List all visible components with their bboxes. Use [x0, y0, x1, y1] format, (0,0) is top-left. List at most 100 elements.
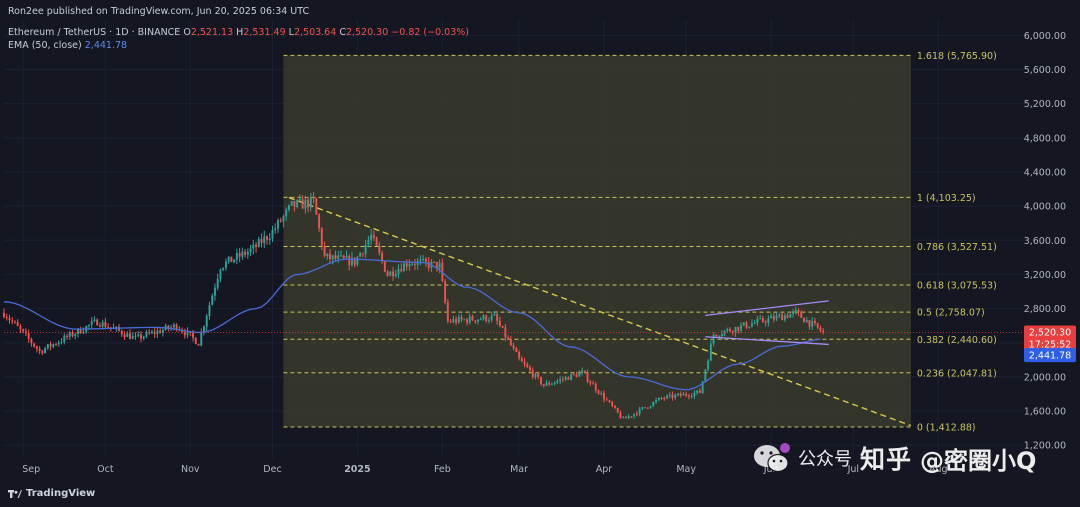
candle	[605, 399, 608, 401]
candle	[268, 238, 271, 240]
candle	[781, 314, 784, 321]
candle	[748, 326, 751, 328]
candle	[520, 358, 523, 362]
candle	[219, 269, 222, 279]
candle	[405, 263, 408, 267]
candle	[745, 322, 748, 328]
candle	[224, 261, 227, 268]
x-tick-label: Jul	[847, 464, 859, 475]
candle	[775, 315, 778, 320]
candle	[342, 255, 345, 258]
candle	[644, 407, 647, 409]
candle	[822, 330, 825, 333]
candle	[542, 384, 545, 386]
candle	[82, 331, 85, 334]
candle	[222, 267, 225, 270]
candle	[709, 343, 712, 361]
candle	[471, 316, 474, 321]
zhihu-handle: @密圈小Q	[920, 446, 1037, 475]
candle	[696, 390, 699, 393]
channel-lower[interactable]	[705, 336, 829, 346]
candle	[468, 316, 471, 323]
candle	[422, 258, 425, 260]
candle	[356, 256, 359, 265]
candle	[3, 312, 5, 317]
candle	[663, 397, 666, 399]
ohlc-high-label: H	[236, 27, 244, 38]
candle	[403, 263, 405, 272]
candle	[603, 393, 605, 400]
candle	[756, 318, 759, 323]
candle	[594, 383, 597, 391]
channel-upper[interactable]	[705, 300, 829, 317]
candle	[424, 258, 427, 262]
candle	[337, 255, 340, 259]
candle	[446, 302, 449, 322]
candle	[570, 374, 573, 380]
candle	[90, 321, 93, 325]
rising-wedge-channel[interactable]	[705, 300, 829, 346]
zhihu-watermark: 公众号 知乎 @密圈小Q	[752, 440, 1036, 476]
candle	[255, 244, 258, 248]
y-tick-label: 4,000.00	[1024, 202, 1066, 213]
candle	[331, 255, 334, 260]
candle	[674, 394, 677, 398]
ema-value: 2,441.78	[84, 40, 128, 51]
candle	[498, 320, 501, 326]
tradingview-brand: TradingView	[26, 488, 96, 499]
candle	[622, 417, 625, 419]
candle	[545, 382, 548, 386]
candle	[611, 401, 614, 407]
candle	[137, 334, 140, 336]
fib-level-label: 1 (4,103.25)	[917, 193, 976, 204]
candle	[814, 320, 816, 324]
tradingview-footer[interactable]: TradingView	[8, 488, 95, 499]
candle	[608, 400, 611, 402]
descending-trend-line[interactable]	[288, 196, 912, 427]
x-tick-label: Sep	[22, 464, 40, 475]
candle-countdown: 17:25:52	[1029, 339, 1072, 350]
candle	[772, 315, 775, 320]
candle	[49, 344, 52, 347]
last-price-label: 2,520.30	[1029, 327, 1071, 338]
candle	[44, 348, 47, 353]
candle	[66, 335, 68, 337]
candle	[394, 274, 397, 277]
candle	[786, 315, 789, 318]
candle	[657, 397, 660, 401]
candle	[726, 328, 729, 331]
candle	[74, 334, 77, 337]
candle	[633, 413, 636, 417]
candle	[282, 216, 285, 222]
candle	[512, 345, 515, 349]
x-tick-label: 2025	[344, 464, 370, 475]
candle	[203, 326, 205, 333]
trend-line[interactable]	[288, 196, 912, 427]
candle	[485, 315, 488, 321]
fib-level-label: 0.618 (3,075.53)	[917, 281, 997, 292]
x-tick-label: Nov	[181, 464, 200, 475]
fib-retracement-levels[interactable]: 0 (1,412.88) 0.236 (2,047.81) 0.382 (2,440…	[283, 51, 997, 434]
candle	[175, 324, 178, 330]
candle	[129, 333, 131, 339]
candle	[372, 234, 375, 238]
candle	[134, 335, 137, 337]
last-price-badge	[1024, 325, 1076, 352]
candle	[140, 334, 142, 339]
candle	[216, 278, 219, 288]
candle	[211, 295, 214, 305]
candle	[142, 336, 145, 339]
candle	[575, 374, 578, 377]
candle	[767, 318, 770, 323]
candle	[729, 328, 731, 332]
candle	[803, 317, 805, 323]
candle	[616, 407, 619, 413]
candle	[345, 255, 348, 258]
fib-area	[283, 55, 911, 428]
candle	[764, 321, 767, 323]
candle	[740, 325, 742, 331]
candle	[668, 394, 671, 396]
ema-legend[interactable]: EMA (50, close) 2,441.78	[8, 40, 127, 51]
candle	[38, 348, 41, 351]
